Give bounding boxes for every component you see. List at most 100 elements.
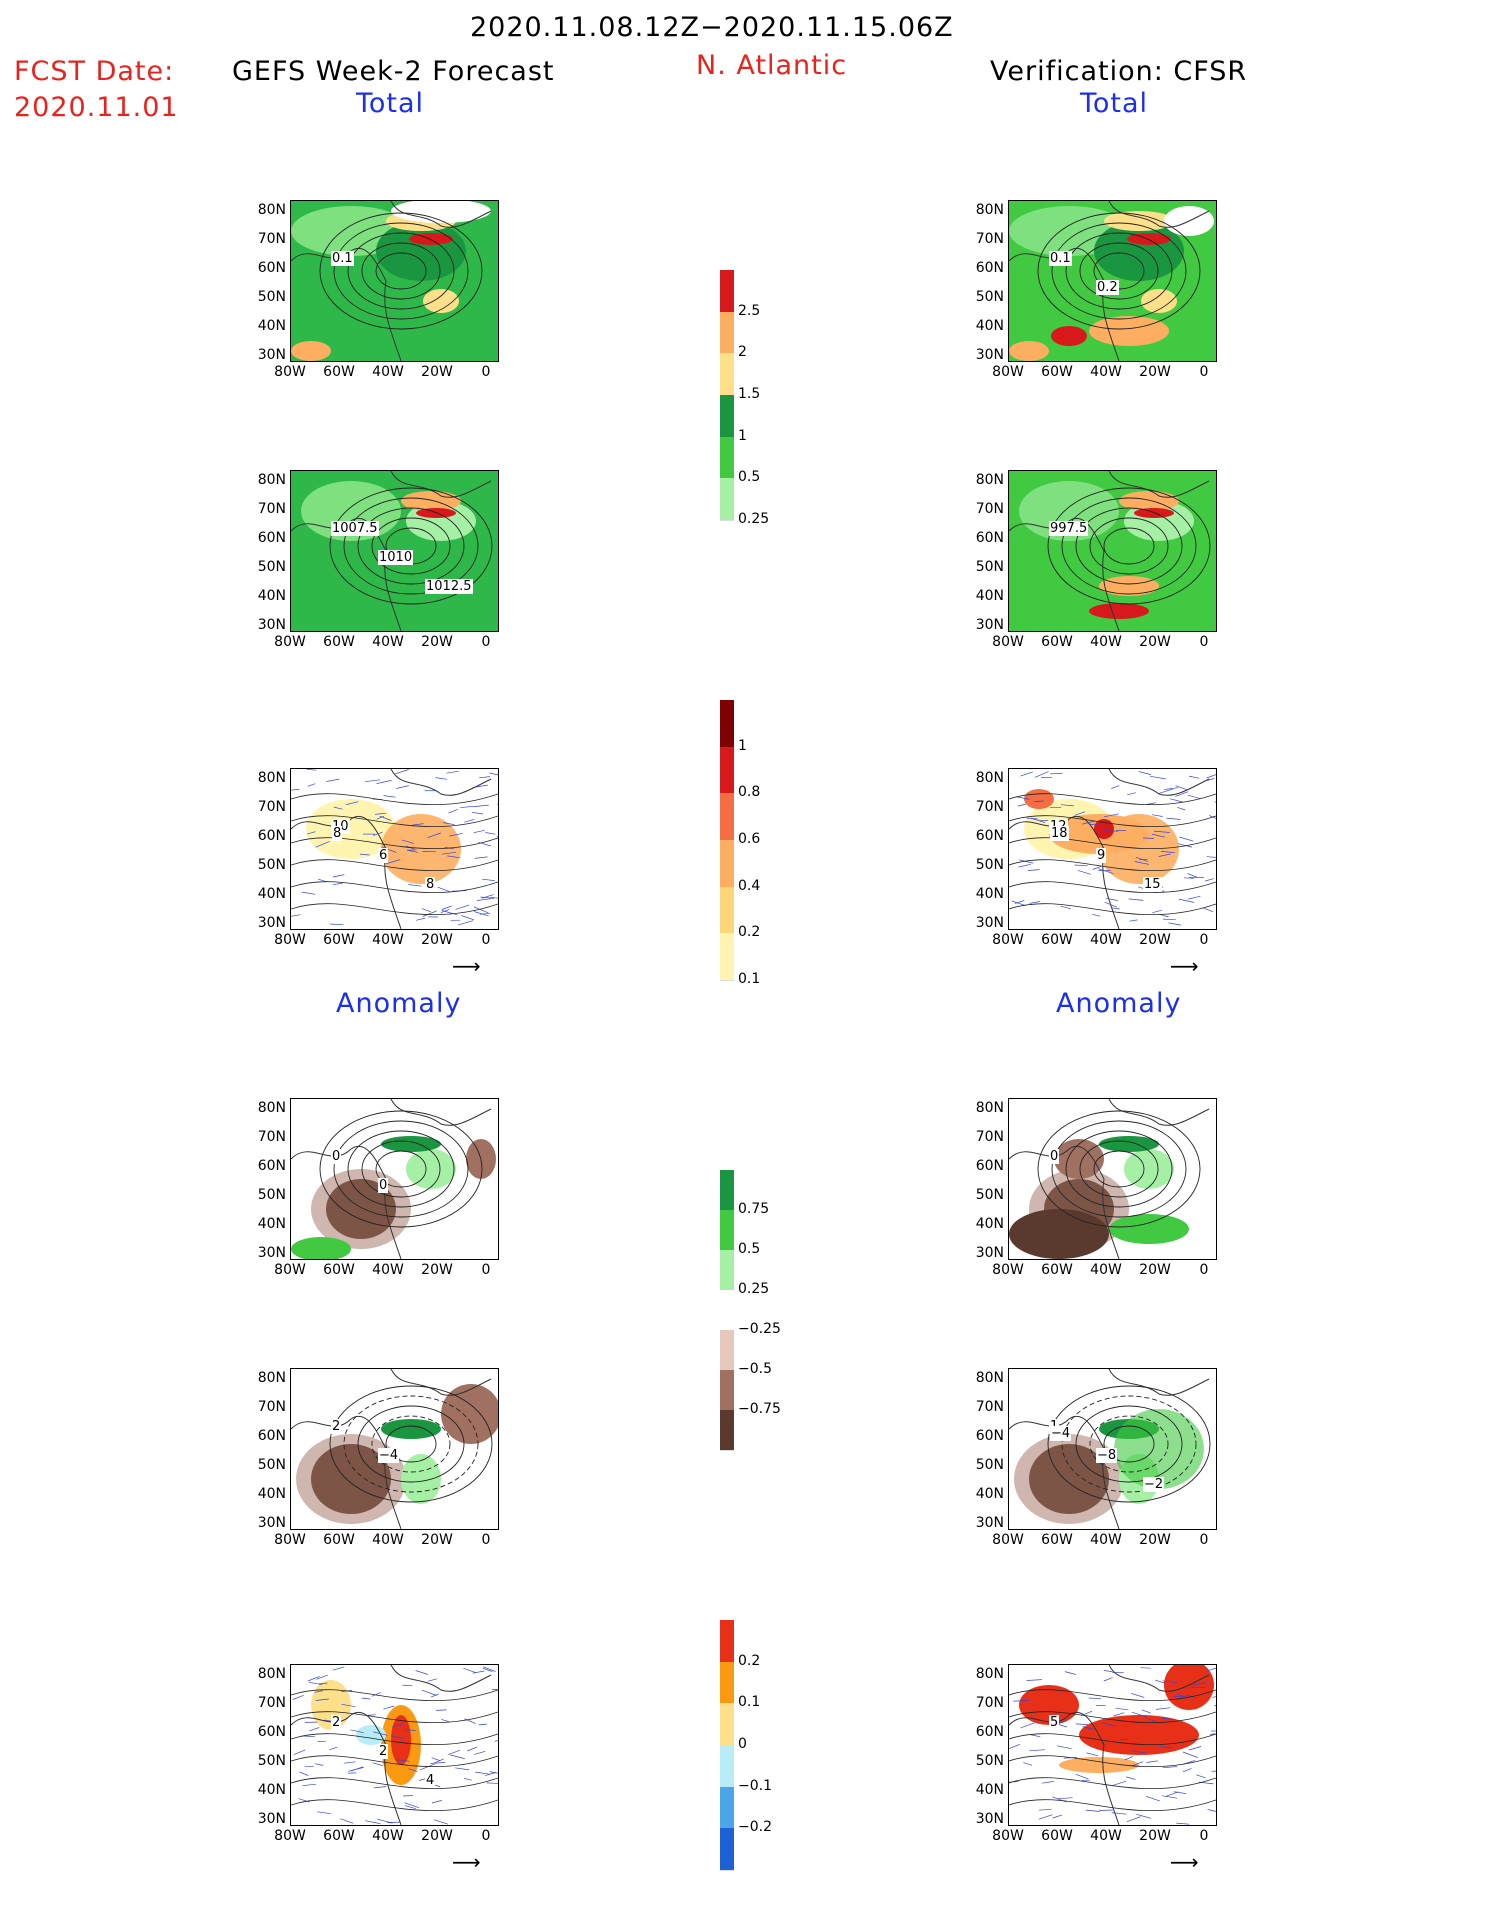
lat-tick-label: 40N <box>975 588 1004 604</box>
lon-tick-label: 60W <box>323 1532 355 1548</box>
lat-tick-label: 40N <box>975 1782 1004 1798</box>
contour-label: 5 <box>1049 1715 1060 1730</box>
lat-tick-label: 60N <box>975 1724 1004 1740</box>
colorbar-label: −0.2 <box>738 1819 772 1836</box>
colorbar-swatch <box>720 746 734 795</box>
lat-tick-label: 80N <box>257 1370 286 1386</box>
contour-label: 1010 <box>378 550 414 565</box>
lat-tick-label: 70N <box>975 799 1004 815</box>
colorbar-swatch <box>720 933 734 981</box>
lat-tick-label: 60N <box>257 1158 286 1174</box>
lon-tick-label: 0 <box>1199 932 1209 948</box>
lon-tick-label: 40W <box>372 364 404 380</box>
colorbar-swatch <box>720 1828 734 1871</box>
lon-tick-label: 80W <box>992 932 1024 948</box>
lat-tick-label: 80N <box>975 1100 1004 1116</box>
lat-tick-label: 30N <box>257 1811 286 1827</box>
lon-tick-label: 60W <box>1041 932 1073 948</box>
lon-tick-label: 20W <box>421 364 453 380</box>
lat-tick-label: 80N <box>257 202 286 218</box>
colorbar-label: 0.25 <box>738 511 770 527</box>
colorbar-label: 0.2 <box>738 924 761 941</box>
colorbar-swatch <box>720 1620 734 1663</box>
colorbar-swatch <box>720 1170 734 1211</box>
lon-tick-label: 0 <box>481 932 491 948</box>
lat-tick-label: 50N <box>975 857 1004 873</box>
lon-tick-label: 20W <box>1139 932 1171 948</box>
lat-tick-label: 80N <box>975 1370 1004 1386</box>
colorbar-swatch <box>720 478 734 521</box>
colorbar-label: 1 <box>738 427 747 444</box>
contour-label: 6 <box>378 848 389 863</box>
lon-tick-label: 0 <box>1199 634 1209 650</box>
contour-label: 8 <box>332 826 343 841</box>
right-map-panel-1: 0.1 0.2 <box>1008 200 1217 362</box>
colorbar-precip_total <box>720 270 734 521</box>
colorbar-label: 0.6 <box>738 831 761 847</box>
lon-tick-label: 60W <box>323 932 355 948</box>
lat-tick-label: 30N <box>257 915 286 931</box>
contour-label: 18 <box>1050 826 1069 841</box>
lat-tick-label: 40N <box>975 1216 1004 1232</box>
colorbar-label: 0.75 <box>738 1201 770 1217</box>
lat-tick-label: 70N <box>975 1399 1004 1415</box>
contour-label: 2 <box>331 1419 342 1434</box>
colorbar-label: −0.5 <box>738 1361 772 1377</box>
colorbar-label: −0.75 <box>738 1401 781 1417</box>
lon-tick-label: 60W <box>1041 1828 1073 1844</box>
colorbar-swatch <box>720 793 734 841</box>
lon-tick-label: 20W <box>1139 1262 1171 1278</box>
lon-tick-label: 80W <box>992 1262 1024 1278</box>
vector-reference-arrow-icon: ⟶ <box>1170 954 1199 978</box>
contour-label: 0.1 <box>331 251 354 266</box>
lon-tick-label: 80W <box>992 1532 1024 1548</box>
lon-tick-label: 80W <box>274 364 306 380</box>
colorbar-swatch <box>720 1250 734 1291</box>
lon-tick-label: 0 <box>1199 1262 1209 1278</box>
left-map-1-graphic <box>291 201 498 361</box>
lon-tick-label: 80W <box>274 932 306 948</box>
lat-tick-label: 70N <box>257 231 286 247</box>
lat-tick-label: 60N <box>975 260 1004 276</box>
right-section-anomaly: Anomaly <box>1056 988 1182 1019</box>
lat-tick-label: 30N <box>257 1245 286 1261</box>
lat-tick-label: 30N <box>975 1811 1004 1827</box>
lat-tick-label: 70N <box>257 501 286 517</box>
date-range: 2020.11.08.12Z−2020.11.15.06Z <box>470 12 954 43</box>
lat-tick-label: 40N <box>257 588 286 604</box>
lon-tick-label: 40W <box>1090 634 1122 650</box>
contour-label: 0.1 <box>1049 251 1072 266</box>
vector-reference-arrow-icon: ⟶ <box>452 954 481 978</box>
lon-tick-label: 60W <box>1041 1262 1073 1278</box>
lat-tick-label: 60N <box>975 1428 1004 1444</box>
lon-tick-label: 20W <box>421 932 453 948</box>
lat-tick-label: 50N <box>975 1753 1004 1769</box>
lon-tick-label: 0 <box>481 1532 491 1548</box>
contour-label: 0 <box>331 1149 342 1164</box>
right-map-panel-2: 997.5 <box>1008 470 1217 632</box>
lon-tick-label: 80W <box>274 1532 306 1548</box>
lon-tick-label: 20W <box>1139 634 1171 650</box>
lat-tick-label: 70N <box>257 799 286 815</box>
lat-tick-label: 40N <box>975 886 1004 902</box>
lon-tick-label: 40W <box>372 1532 404 1548</box>
colorbar-swatch <box>720 886 734 935</box>
left-map-panel-3: 10688 <box>290 768 499 930</box>
lat-tick-label: 70N <box>975 501 1004 517</box>
right-map-panel-3: 1291518 <box>1008 768 1217 930</box>
colorbar-swatch <box>720 436 734 480</box>
colorbar-swatch <box>720 840 734 888</box>
lon-tick-label: 60W <box>1041 364 1073 380</box>
lon-tick-label: 40W <box>1090 932 1122 948</box>
lat-tick-label: 40N <box>257 1782 286 1798</box>
lat-tick-label: 80N <box>975 1666 1004 1682</box>
lat-tick-label: 30N <box>257 347 286 363</box>
colorbar-swatch <box>720 311 734 355</box>
lat-tick-label: 50N <box>975 559 1004 575</box>
contour-label: −8 <box>1096 1448 1118 1463</box>
lon-tick-label: 0 <box>1199 364 1209 380</box>
lon-tick-label: 20W <box>1139 1828 1171 1844</box>
colorbar-swatch <box>720 1661 734 1705</box>
colorbar-label: 0.25 <box>738 1281 770 1297</box>
